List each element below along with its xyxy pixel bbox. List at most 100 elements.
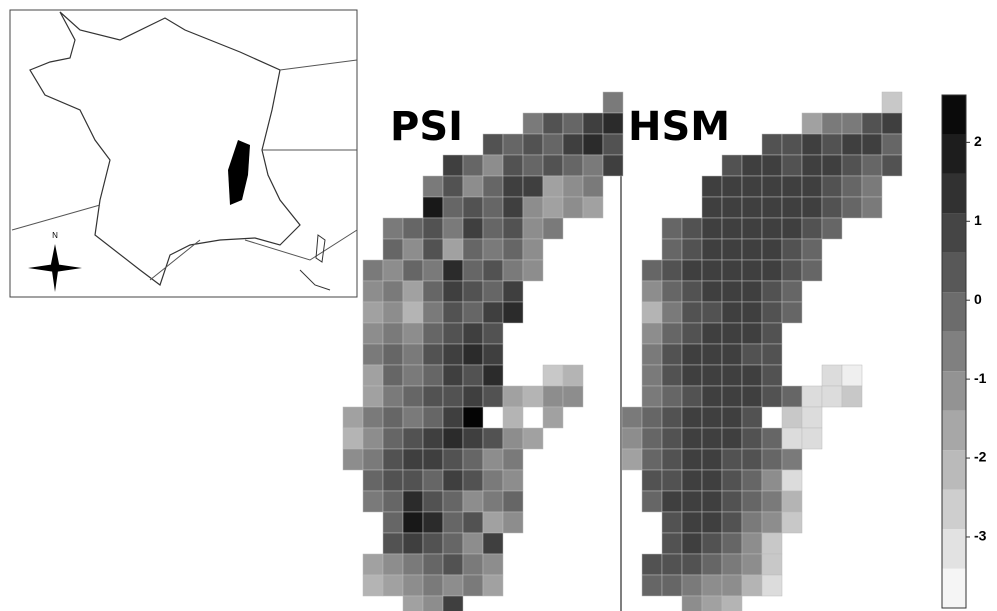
grid-cell — [762, 281, 782, 302]
grid-cell — [702, 554, 722, 575]
grid-cell — [662, 575, 682, 596]
grid-cell — [503, 407, 523, 428]
grid-cell — [403, 260, 423, 281]
grid-cell — [882, 155, 902, 176]
grid-cell — [543, 134, 563, 155]
grid-cell — [702, 575, 722, 596]
grid-cell — [363, 575, 383, 596]
grid-cell — [443, 260, 463, 281]
grid-cell — [662, 407, 682, 428]
grid-cell — [463, 302, 483, 323]
grid-cell — [563, 386, 583, 407]
grid-cell — [403, 596, 423, 611]
grid-cell — [343, 428, 363, 449]
grid-cell — [642, 554, 662, 575]
grid-cell — [403, 491, 423, 512]
grid-cell — [662, 533, 682, 554]
grid-cell — [642, 365, 662, 386]
grid-cell — [383, 386, 403, 407]
grid-cell — [722, 302, 742, 323]
grid-cell — [463, 470, 483, 491]
grid-cell — [782, 176, 802, 197]
grid-cell — [662, 554, 682, 575]
grid-cell — [762, 365, 782, 386]
grid-cell — [722, 197, 742, 218]
grid-cell — [742, 365, 762, 386]
grid-cell — [662, 428, 682, 449]
inset-map: N — [10, 10, 357, 297]
grid-cell — [822, 218, 842, 239]
colorbar-band — [942, 450, 966, 489]
grid-cell — [463, 344, 483, 365]
grid-cell — [543, 197, 563, 218]
grid-cell — [563, 176, 583, 197]
colorbar-tick-label: 2 — [974, 133, 982, 149]
grid-cell — [762, 344, 782, 365]
grid-cell — [463, 449, 483, 470]
grid-cell — [682, 302, 702, 323]
grid-cell — [662, 449, 682, 470]
grid-cell — [523, 176, 543, 197]
grid-cell — [742, 176, 762, 197]
grid-cell — [662, 323, 682, 344]
grid-cell — [543, 407, 563, 428]
grid-cell — [802, 260, 822, 281]
grid-cell — [782, 155, 802, 176]
grid-cell — [682, 491, 702, 512]
grid-cell — [463, 239, 483, 260]
grid-cell — [483, 491, 503, 512]
grid-cell — [403, 533, 423, 554]
grid-cell — [662, 302, 682, 323]
grid-cell — [403, 344, 423, 365]
grid-cell — [682, 239, 702, 260]
grid-cell — [583, 197, 603, 218]
colorbar-band — [942, 174, 966, 213]
grid-cell — [662, 491, 682, 512]
grid-cell — [642, 302, 662, 323]
grid-cell — [802, 407, 822, 428]
colorbar-band — [942, 411, 966, 450]
grid-cell — [862, 155, 882, 176]
grid-cell — [882, 113, 902, 134]
grid-cell — [463, 260, 483, 281]
grid-cell — [603, 92, 623, 113]
grid-cell — [483, 449, 503, 470]
grid-cell — [702, 449, 722, 470]
grid-cell — [642, 575, 662, 596]
grid-cell — [403, 470, 423, 491]
grid-cell — [443, 470, 463, 491]
grid-cell — [523, 155, 543, 176]
grid-cell — [563, 365, 583, 386]
grid-cell — [722, 407, 742, 428]
grid-cell — [423, 260, 443, 281]
grid-cell — [702, 491, 722, 512]
grid-cell — [702, 344, 722, 365]
grid-cell — [423, 176, 443, 197]
grid-cell — [443, 596, 463, 611]
grid-cell — [662, 365, 682, 386]
grid-cell — [363, 428, 383, 449]
colorbar-band — [942, 490, 966, 529]
grid-cell — [762, 323, 782, 344]
grid-cell — [343, 407, 363, 428]
grid-cell — [802, 113, 822, 134]
grid-cell — [702, 281, 722, 302]
grid-cell — [842, 134, 862, 155]
grid-cell — [383, 344, 403, 365]
grid-cell — [782, 491, 802, 512]
colorbar-band — [942, 253, 966, 292]
grid-cell — [463, 428, 483, 449]
grid-cell — [483, 239, 503, 260]
grid-cell — [802, 155, 822, 176]
grid-cell — [423, 596, 443, 611]
grid-cell — [662, 260, 682, 281]
grid-cell — [702, 407, 722, 428]
grid-cell — [742, 344, 762, 365]
grid-cell — [563, 155, 583, 176]
grid-cell — [503, 491, 523, 512]
grid-cell — [722, 344, 742, 365]
grid-cell — [483, 512, 503, 533]
grid-cell — [702, 260, 722, 281]
grid-cell — [523, 113, 543, 134]
grid-cell — [822, 113, 842, 134]
